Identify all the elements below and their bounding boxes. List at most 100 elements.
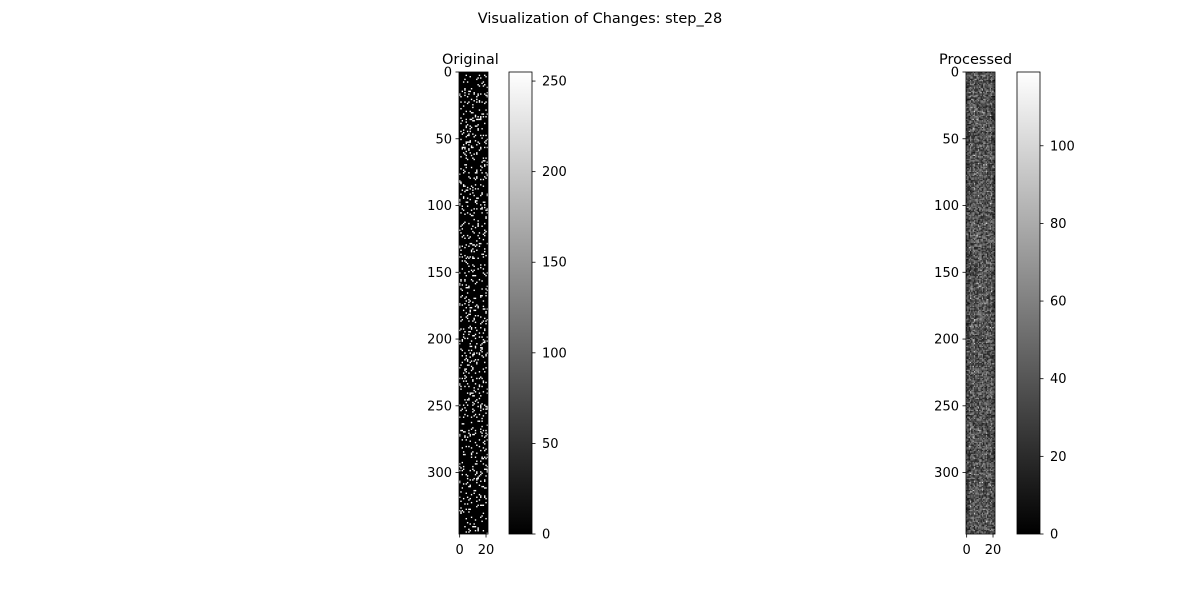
image-pixel — [978, 183, 979, 184]
image-pixel — [969, 186, 970, 187]
image-pixel — [983, 87, 984, 88]
image-pixel — [460, 139, 461, 140]
image-pixel — [483, 268, 484, 269]
image-pixel — [975, 87, 976, 88]
image-pixel — [484, 481, 485, 482]
image-pixel — [970, 176, 971, 177]
image-pixel — [967, 208, 968, 209]
image-pixel — [977, 109, 978, 110]
image-pixel — [481, 101, 482, 102]
image-pixel — [992, 73, 993, 74]
image-pixel — [471, 360, 472, 361]
image-pixel — [981, 176, 982, 177]
image-pixel — [974, 315, 975, 316]
image-pixel — [975, 312, 976, 313]
image-pixel — [969, 263, 970, 264]
image-pixel — [983, 299, 984, 300]
image-pixel — [981, 300, 982, 301]
image-pixel — [977, 148, 978, 149]
image-pixel — [483, 113, 484, 114]
image-pixel — [981, 92, 982, 93]
image-pixel — [983, 93, 984, 94]
image-pixel — [460, 328, 461, 329]
image-pixel — [974, 226, 975, 227]
image-pixel — [988, 210, 989, 211]
image-pixel — [983, 117, 984, 118]
image-pixel — [979, 165, 980, 166]
image-pixel — [988, 95, 989, 96]
image-pixel — [977, 124, 978, 125]
image-pixel — [979, 137, 980, 138]
image-pixel — [971, 246, 972, 247]
image-pixel — [971, 131, 972, 132]
image-pixel — [463, 336, 464, 337]
image-pixel — [484, 441, 485, 442]
image-pixel — [987, 212, 988, 213]
image-pixel — [988, 211, 989, 212]
image-pixel — [979, 248, 980, 249]
image-pixel — [987, 147, 988, 148]
image-pixel — [979, 220, 980, 221]
image-pixel — [983, 159, 984, 160]
image-pixel — [970, 140, 971, 141]
image-pixel — [967, 215, 968, 216]
image-pixel — [984, 169, 985, 170]
image-pixel — [990, 175, 991, 176]
image-pixel — [983, 198, 984, 199]
image-pixel — [977, 80, 978, 81]
image-pixel — [970, 319, 971, 320]
image-pixel — [977, 191, 978, 192]
image-pixel — [480, 350, 481, 351]
image-pixel — [483, 332, 484, 333]
image-pixel — [975, 136, 976, 137]
image-pixel — [978, 207, 979, 208]
image-pixel — [977, 316, 978, 317]
image-pixel — [479, 378, 480, 379]
image-pixel — [479, 499, 480, 500]
image-pixel — [990, 168, 991, 169]
image-pixel — [975, 319, 976, 320]
image-pixel — [986, 179, 987, 180]
image-pixel — [987, 153, 988, 154]
image-pixel — [969, 308, 970, 309]
image-pixel — [984, 287, 985, 288]
image-pixel — [979, 272, 980, 273]
image-pixel — [474, 493, 475, 494]
image-pixel — [973, 246, 974, 247]
image-pixel — [970, 76, 971, 77]
image-pixel — [967, 83, 968, 84]
image-pixel — [982, 227, 983, 228]
image-pixel — [969, 152, 970, 153]
image-pixel — [987, 172, 988, 173]
image-pixel — [987, 228, 988, 229]
image-pixel — [460, 101, 461, 102]
image-pixel — [977, 99, 978, 100]
image-pixel — [992, 234, 993, 235]
image-pixel — [982, 147, 983, 148]
image-pixel — [969, 230, 970, 231]
image-pixel — [983, 119, 984, 120]
image-pixel — [485, 275, 486, 276]
image-pixel — [474, 219, 475, 220]
image-pixel — [979, 92, 980, 93]
image-pixel — [992, 208, 993, 209]
image-pixel — [992, 262, 993, 263]
image-pixel — [991, 115, 992, 116]
image-pixel — [987, 298, 988, 299]
image-pixel — [973, 120, 974, 121]
image-pixel — [970, 119, 971, 120]
image-pixel — [991, 260, 992, 261]
image-pixel — [969, 208, 970, 209]
image-pixel — [978, 294, 979, 295]
image-pixel — [979, 159, 980, 160]
image-pixel — [984, 173, 985, 174]
image-pixel — [975, 159, 976, 160]
image-pixel — [979, 291, 980, 292]
image-pixel — [984, 292, 985, 293]
image-pixel — [470, 111, 471, 112]
image-pixel — [978, 219, 979, 220]
image-pixel — [974, 129, 975, 130]
image-pixel — [983, 232, 984, 233]
image-pixel — [983, 115, 984, 116]
image-pixel — [479, 149, 480, 150]
